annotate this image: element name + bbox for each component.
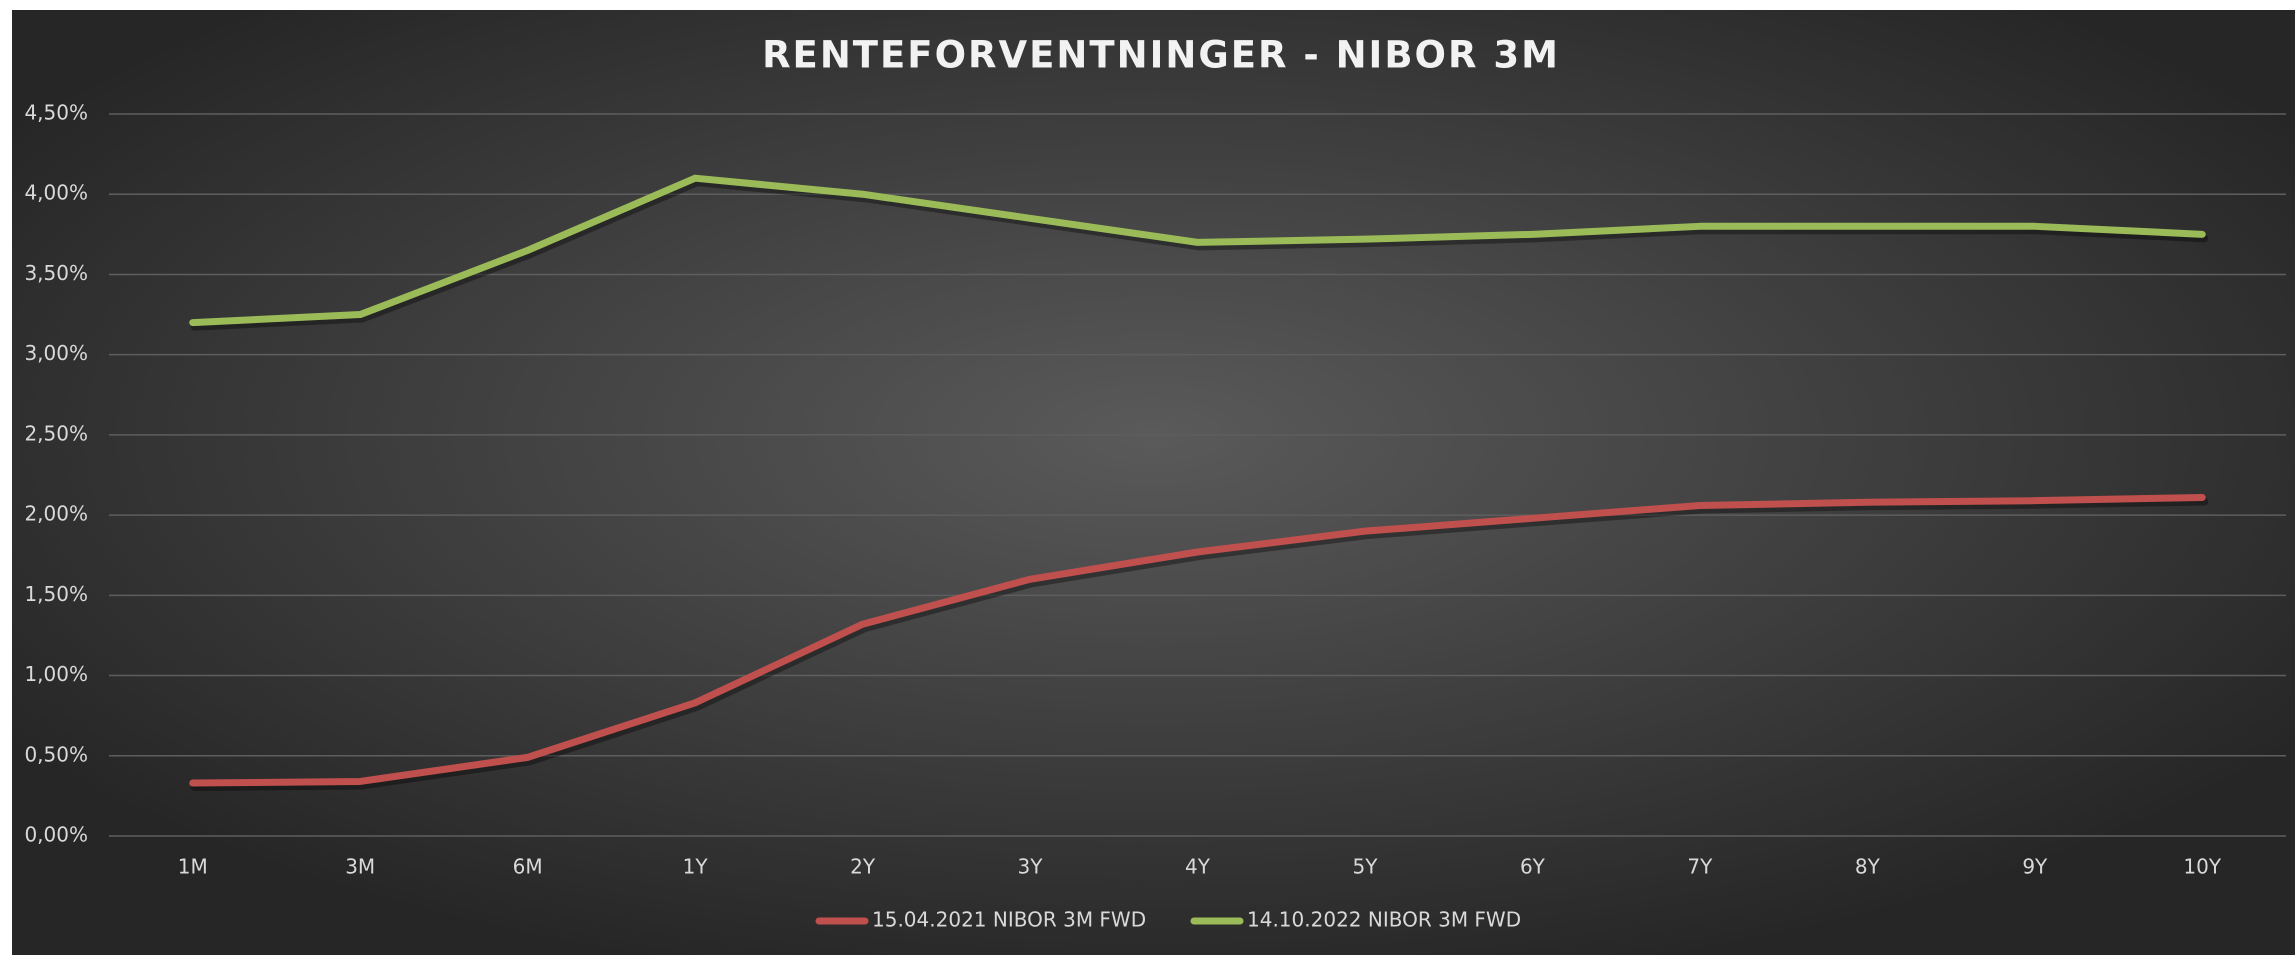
x-tick-label: 1M: [178, 855, 208, 879]
x-tick-label: 10Y: [2183, 855, 2221, 879]
y-tick-label: 4,50%: [24, 101, 88, 125]
x-tick-label: 6Y: [1520, 855, 1546, 879]
legend-label: 15.04.2021 NIBOR 3M FWD: [872, 908, 1146, 932]
x-tick-label: 9Y: [2022, 855, 2048, 879]
y-tick-label: 0,00%: [24, 823, 88, 847]
data-line: [189, 174, 2206, 327]
x-tick-label: 6M: [513, 855, 543, 879]
y-tick-label: 3,50%: [24, 261, 88, 285]
x-tick-label: 8Y: [1855, 855, 1881, 879]
x-tick-label: 5Y: [1352, 855, 1378, 879]
data-line: [189, 493, 2206, 787]
y-tick-label: 1,50%: [24, 582, 88, 606]
x-tick-label: 7Y: [1687, 855, 1713, 879]
y-tick-label: 3,00%: [24, 341, 88, 365]
y-tick-label: 1,00%: [24, 662, 88, 686]
x-tick-label: 4Y: [1185, 855, 1211, 879]
y-tick-label: 0,50%: [24, 742, 88, 766]
y-tick-label: 2,50%: [24, 421, 88, 445]
x-tick-label: 3Y: [1018, 855, 1044, 879]
legend-label: 14.10.2022 NIBOR 3M FWD: [1247, 908, 1521, 932]
data-line-shadow: [190, 178, 2209, 331]
y-tick-label: 4,00%: [24, 181, 88, 205]
chart-title: RENTEFORVENTNINGER - NIBOR 3M: [762, 34, 1560, 77]
x-tick-label: 3M: [345, 855, 375, 879]
chart-background: [12, 10, 2295, 955]
x-tick-label: 2Y: [850, 855, 876, 879]
y-tick-label: 2,00%: [24, 502, 88, 526]
x-tick-label: 1Y: [683, 855, 709, 879]
data-line-shadow: [190, 497, 2209, 792]
